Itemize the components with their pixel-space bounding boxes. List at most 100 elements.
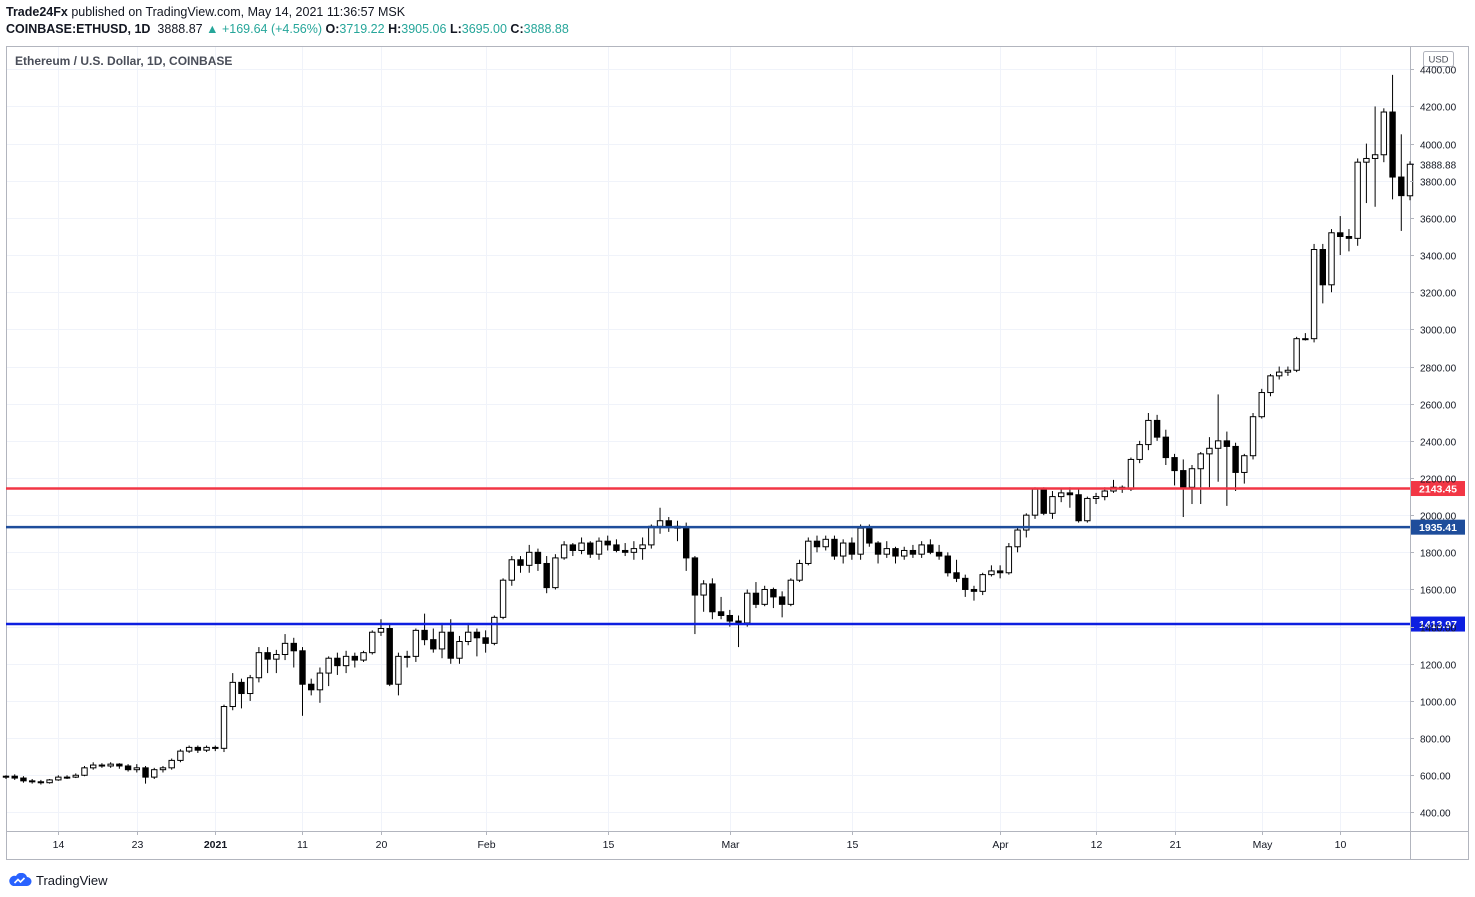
chart-title: Ethereum / U.S. Dollar, 1D, COINBASE bbox=[15, 54, 232, 68]
candle bbox=[665, 517, 672, 532]
candle-body-down bbox=[299, 650, 306, 685]
candle-body-up bbox=[395, 655, 402, 685]
candle bbox=[1084, 496, 1091, 523]
close-value: 3888.88 bbox=[523, 22, 569, 36]
candle-body-up bbox=[839, 542, 847, 557]
time-axis[interactable]: 14 23 2021 11 20 Feb 15 Mar 15 Apr 12 21 May 10 bbox=[53, 831, 1347, 851]
candle bbox=[1171, 453, 1178, 486]
publish-info: Trade24Fx published on TradingView.com, … bbox=[6, 5, 405, 19]
candle-body-up bbox=[552, 557, 559, 589]
price-tick-label: 400.00 bbox=[1420, 809, 1451, 820]
candle bbox=[421, 613, 428, 646]
candle bbox=[1223, 431, 1231, 506]
candle-body-up bbox=[639, 544, 646, 550]
candle-body-down bbox=[290, 642, 297, 652]
candle-body-down bbox=[351, 655, 359, 661]
candle-body-down bbox=[726, 614, 734, 622]
candle bbox=[1005, 543, 1013, 575]
price-axis[interactable]: 400.00600.00800.001000.001200.001400.001… bbox=[1410, 66, 1457, 820]
candle bbox=[168, 758, 175, 770]
candle-body-up bbox=[1284, 369, 1292, 373]
candle bbox=[639, 537, 646, 560]
candle bbox=[1406, 161, 1414, 201]
price-tick-label: 1000.00 bbox=[1420, 698, 1457, 709]
candle bbox=[831, 535, 838, 560]
candle bbox=[508, 556, 515, 586]
candle-body-down bbox=[587, 542, 594, 555]
time-tick-label: May bbox=[1253, 839, 1274, 851]
candle-body-up bbox=[560, 544, 568, 559]
candle bbox=[935, 544, 943, 560]
candle bbox=[1302, 333, 1309, 341]
grid-lines bbox=[6, 47, 1410, 831]
candle-body-down bbox=[770, 588, 777, 598]
candle-body-down bbox=[264, 652, 271, 660]
candle bbox=[499, 578, 507, 620]
candle bbox=[839, 539, 847, 564]
candle bbox=[1031, 487, 1039, 519]
candle-body-up bbox=[918, 544, 925, 555]
candle-body-up bbox=[1258, 392, 1265, 418]
candle bbox=[273, 649, 280, 674]
candle bbox=[796, 559, 803, 583]
price-tick-label: 2800.00 bbox=[1420, 364, 1457, 375]
candle-body-up bbox=[1302, 338, 1309, 341]
candle bbox=[290, 637, 297, 668]
candle-body-up bbox=[46, 779, 53, 784]
candle-body-up bbox=[1127, 458, 1135, 490]
candle bbox=[98, 763, 106, 768]
time-tick-label: 14 bbox=[53, 839, 65, 851]
currency-label: USD bbox=[1428, 55, 1448, 66]
candle bbox=[1127, 457, 1135, 492]
candle bbox=[20, 776, 27, 783]
high-label: H: bbox=[388, 22, 402, 36]
time-tick-label: 11 bbox=[297, 839, 308, 851]
candle bbox=[1398, 134, 1405, 231]
candle-body-down bbox=[1223, 440, 1231, 447]
candle-body-down bbox=[691, 557, 699, 596]
candle-body-down bbox=[752, 592, 760, 605]
candle-body-up bbox=[107, 763, 114, 767]
time-tick-label: 12 bbox=[1091, 839, 1103, 851]
candle bbox=[604, 535, 611, 551]
candle-body-up bbox=[325, 657, 332, 674]
candle-body-down bbox=[238, 681, 245, 695]
price-tick-label: 4400.00 bbox=[1420, 66, 1457, 77]
candle-body-up bbox=[185, 746, 193, 752]
candle-body-down bbox=[621, 549, 629, 553]
candle-body-down bbox=[709, 583, 716, 613]
candle bbox=[778, 591, 786, 618]
price-tick-label: 800.00 bbox=[1420, 735, 1451, 746]
candle bbox=[116, 763, 123, 769]
open-value: 3719.22 bbox=[339, 22, 385, 36]
candle-body-down bbox=[1075, 494, 1082, 522]
candle-body-down bbox=[308, 683, 315, 691]
candle-body-down bbox=[386, 627, 393, 685]
candle bbox=[403, 650, 411, 668]
currency-button[interactable]: USD bbox=[1423, 51, 1454, 67]
low-label: L: bbox=[449, 22, 462, 36]
candle bbox=[212, 745, 219, 752]
candle bbox=[988, 565, 995, 577]
price-tick-label: 4000.00 bbox=[1420, 141, 1457, 152]
candle bbox=[81, 765, 88, 777]
candle-body-up bbox=[1057, 492, 1065, 498]
candle-body-down bbox=[1162, 436, 1170, 459]
candle-body-down bbox=[682, 527, 690, 559]
candle bbox=[37, 779, 45, 785]
candle-body-up bbox=[1005, 546, 1013, 574]
candle bbox=[621, 543, 629, 557]
candle-body-up bbox=[456, 641, 463, 659]
tradingview-logo[interactable]: TradingView bbox=[6, 871, 108, 889]
candle-body-down bbox=[613, 544, 620, 551]
price-tick-label: 2200.00 bbox=[1420, 475, 1457, 486]
candle-body-down bbox=[1153, 419, 1161, 438]
candle-body-down bbox=[28, 780, 36, 783]
candle bbox=[674, 520, 681, 542]
candle bbox=[822, 535, 829, 551]
candles bbox=[2, 74, 1414, 785]
candle-body-up bbox=[1241, 455, 1248, 473]
time-tick-label: 2021 bbox=[204, 839, 228, 851]
candle bbox=[901, 546, 908, 560]
